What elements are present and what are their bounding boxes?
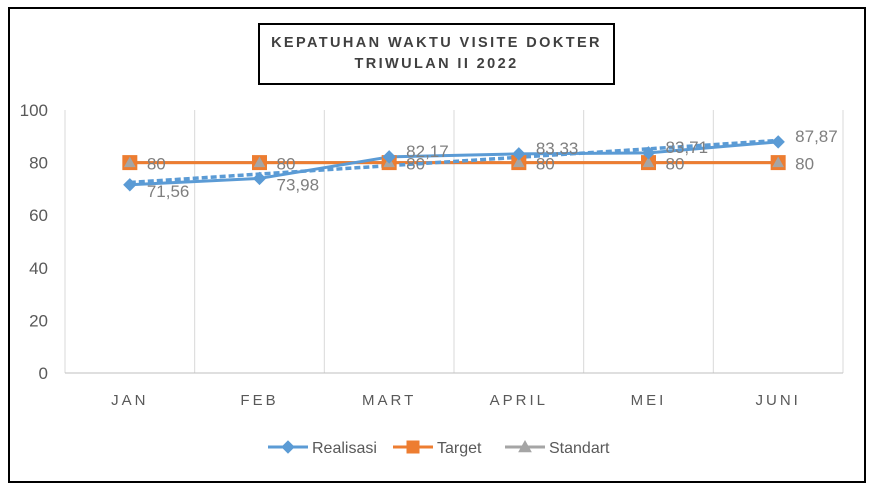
- legend-label-target: Target: [437, 440, 482, 457]
- marker-standart: [253, 156, 266, 168]
- legend-marker-standart: [518, 439, 532, 453]
- marker-realisasi: [123, 178, 137, 192]
- marker-realisasi: [641, 146, 656, 160]
- data-label-realisasi: 87,87: [795, 127, 838, 146]
- marker-realisasi: [382, 150, 396, 164]
- series-line-realisasi: [129, 140, 779, 187]
- x-tick-label: JAN: [111, 392, 148, 409]
- chart-title-line-2: TRIWULAN II 2022: [354, 56, 519, 72]
- chart-frame: [8, 7, 866, 483]
- chart-title-box: KEPATUHAN WAKTU VISITE DOKTER TRIWULAN I…: [258, 23, 615, 85]
- y-tick-label: 100: [20, 101, 48, 120]
- legend-marker-target: [406, 440, 420, 454]
- x-tick-label: FEB: [240, 392, 278, 409]
- y-tick-label: 80: [29, 154, 48, 173]
- legend-marker-realisasi: [281, 440, 295, 454]
- x-tick-label: JUNI: [755, 392, 800, 409]
- marker-standart: [123, 156, 136, 168]
- marker-realisasi: [512, 147, 526, 161]
- marker-standart: [512, 156, 525, 168]
- trendline-realisasi: [129, 138, 779, 185]
- x-tick-label: MART: [362, 392, 416, 409]
- data-label-target: 80: [277, 155, 296, 174]
- data-label-target: 80: [406, 155, 425, 174]
- chart-title-line-1: KEPATUHAN WAKTU VISITE DOKTER: [271, 35, 602, 51]
- y-tick-label: 0: [39, 364, 48, 383]
- y-tick-label: 60: [29, 206, 48, 225]
- y-tick-label: 20: [29, 311, 48, 330]
- data-label-realisasi: 83,71: [666, 138, 709, 157]
- marker-standart: [642, 156, 655, 168]
- marker-realisasi: [252, 171, 267, 186]
- data-label-target: 80: [536, 155, 555, 174]
- legend-label-standart: Standart: [549, 440, 610, 457]
- data-label-realisasi: 73,98: [277, 175, 320, 194]
- y-tick-label: 40: [29, 259, 48, 278]
- marker-realisasi: [771, 135, 785, 149]
- data-label-realisasi: 82,17: [406, 142, 449, 161]
- marker-standart: [772, 156, 785, 168]
- x-tick-label: MEI: [631, 392, 667, 409]
- data-label-realisasi: 71,56: [147, 182, 190, 201]
- x-tick-label: APRIL: [490, 392, 548, 409]
- data-label-target: 80: [147, 155, 166, 174]
- data-label-realisasi: 83,33: [536, 139, 579, 158]
- data-label-target: 80: [795, 155, 814, 174]
- data-label-target: 80: [666, 155, 685, 174]
- legend-label-realisasi: Realisasi: [312, 440, 377, 457]
